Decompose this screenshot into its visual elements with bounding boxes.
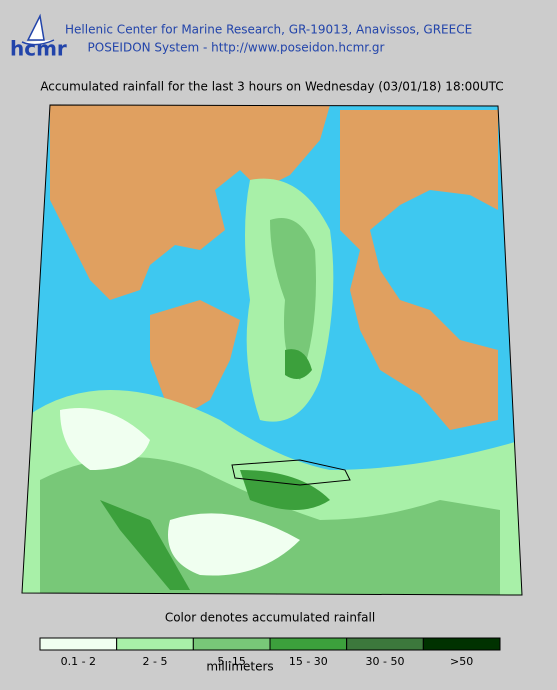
legend-swatch <box>39 637 118 651</box>
legend-label: 15 - 30 <box>289 655 328 668</box>
legend-label: 0.1 - 2 <box>61 655 96 668</box>
legend-swatch <box>346 637 424 651</box>
rain-area <box>100 500 190 590</box>
header-line: POSEIDON System - http://www.poseidon.hc… <box>88 41 385 55</box>
legend-label: 5 -15 <box>217 655 245 668</box>
rain-area <box>285 349 312 379</box>
coastline <box>231 459 351 486</box>
land <box>150 300 240 415</box>
map-border <box>21 104 523 596</box>
land <box>50 105 330 300</box>
map-title: Accumulated rainfall for the last 3 hour… <box>40 80 503 94</box>
legend-label: 30 - 50 <box>366 655 405 668</box>
map <box>22 105 522 595</box>
legend-label: >50 <box>450 655 473 668</box>
rain-area <box>270 218 316 380</box>
legend-swatch <box>269 637 348 651</box>
rain-area <box>240 470 330 510</box>
rain-area <box>168 513 300 576</box>
logo-text: hcmr <box>10 37 67 61</box>
land <box>340 110 498 430</box>
rain-area <box>60 408 150 470</box>
legend-swatch <box>192 637 271 651</box>
legend-caption: Color denotes accumulated rainfall <box>165 611 375 625</box>
logo-sail <box>21 13 55 46</box>
header-line: Hellenic Center for Marine Research, GR-… <box>65 23 472 37</box>
legend-swatch <box>422 637 501 651</box>
legend-label: 2 - 5 <box>143 655 168 668</box>
legend-units: millimeters <box>206 660 273 674</box>
legend: 0.1 - 2 2 - 5 5 -15 15 - 30 30 - 50 >50 <box>39 637 501 668</box>
legend-swatch <box>116 637 194 651</box>
